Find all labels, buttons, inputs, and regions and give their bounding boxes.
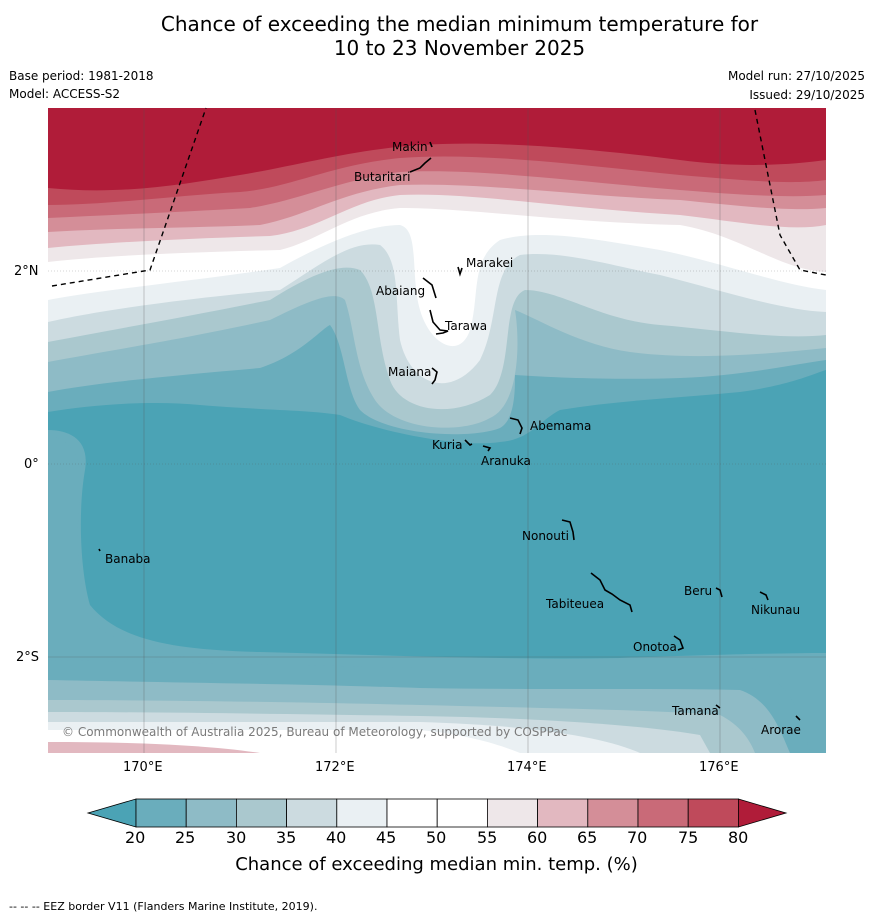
label-tarawa: Tarawa	[444, 319, 487, 333]
island-banaba	[98, 548, 101, 552]
colorbar-extend-low	[86, 798, 137, 828]
lat-label-2n: 2°N	[14, 264, 39, 279]
lat-label-2s: 2°S	[16, 650, 40, 665]
colorbar-tick: 55	[477, 828, 498, 847]
colorbar-tick: 40	[326, 828, 347, 847]
label-tamana: Tamana	[671, 704, 719, 718]
colorbar-tick: 25	[175, 828, 196, 847]
colorbar-tick: 20	[125, 828, 146, 847]
label-onotoa: Onotoa	[633, 640, 677, 654]
colorbar-bin-35-40	[286, 798, 338, 828]
colorbar-tick: 30	[226, 828, 247, 847]
lon-label-176e: 176°E	[699, 760, 739, 775]
colorbar-bin-25-30	[185, 798, 237, 828]
island-labels: Makin Butaritari Marakei Abaiang Tarawa …	[105, 140, 801, 737]
colorbar-tick: 75	[678, 828, 699, 847]
label-kuria: Kuria	[432, 438, 463, 452]
island-tarawa	[429, 309, 449, 335]
label-nonouti: Nonouti	[522, 529, 569, 543]
colorbar-bin-45-50	[386, 798, 438, 828]
label-arorae: Arorae	[761, 723, 801, 737]
island-tabiteuea	[590, 572, 633, 613]
lon-label-170e: 170°E	[123, 760, 163, 775]
label-nikunau: Nikunau	[751, 603, 800, 617]
label-tabiteuea: Tabiteuea	[545, 597, 604, 611]
label-marakei: Marakei	[466, 256, 513, 270]
band-25-west	[48, 435, 200, 665]
colorbar-bin-40-45	[336, 798, 388, 828]
model-name: Model: ACCESS-S2	[9, 87, 121, 101]
contour-field	[48, 108, 826, 753]
island-abemama	[509, 417, 523, 435]
copyright-notice: © Commonwealth of Australia 2025, Bureau…	[62, 725, 567, 739]
graticule	[48, 108, 826, 753]
issued-date: Issued: 29/10/2025	[749, 88, 865, 102]
colorbar-bin-50-55	[436, 798, 488, 828]
lat-label-equator: 0°	[24, 457, 39, 472]
colorbar-bin-20-25	[135, 798, 187, 828]
label-banaba: Banaba	[105, 552, 151, 566]
label-butaritari: Butaritari	[354, 170, 411, 184]
island-marakei	[457, 266, 463, 277]
colorbar-bin-75-80	[687, 798, 739, 828]
island-shapes	[98, 141, 801, 721]
chart-title: Chance of exceeding the median minimum t…	[0, 12, 873, 60]
band-60-south	[48, 742, 260, 753]
island-abaiang	[422, 277, 437, 299]
eez-border-east	[754, 109, 827, 276]
lon-label-172e: 172°E	[315, 760, 355, 775]
island-butaritari	[409, 157, 432, 173]
eez-legend-note: -- -- -- EEZ border V11 (Flanders Marine…	[9, 900, 318, 913]
colorbar-bin-70-75	[637, 798, 689, 828]
lon-label-174e: 174°E	[507, 760, 547, 775]
title-line-1: Chance of exceeding the median minimum t…	[160, 12, 759, 36]
colorbar-title: Chance of exceeding median min. temp. (%…	[235, 854, 638, 875]
colorbar-bin-60-65	[537, 798, 589, 828]
island-aranuka	[482, 445, 492, 452]
colorbar-extend-high	[738, 798, 788, 828]
colorbar	[86, 798, 788, 828]
colorbar-tick: 45	[376, 828, 397, 847]
colorbar-tick: 65	[577, 828, 598, 847]
island-maiana	[431, 367, 438, 385]
model-run: Model run: 27/10/2025	[727, 69, 865, 83]
label-maiana: Maiana	[388, 365, 431, 379]
colorbar-tick: 35	[276, 828, 297, 847]
colorbar-bin-65-70	[587, 798, 639, 828]
label-abemama: Abemama	[530, 419, 591, 433]
island-onotoa	[673, 635, 685, 651]
colorbar-tick: 70	[627, 828, 648, 847]
colorbar-tick: 80	[728, 828, 749, 847]
label-abaiang: Abaiang	[376, 284, 425, 298]
label-beru: Beru	[684, 584, 712, 598]
base-period: Base period: 1981-2018	[9, 69, 154, 83]
island-arorae	[795, 715, 801, 721]
title-line-2: 10 to 23 November 2025	[333, 36, 586, 60]
colorbar-tick: 50	[426, 828, 447, 847]
band-20	[48, 370, 826, 659]
island-nonouti	[561, 519, 575, 541]
island-beru	[715, 587, 723, 598]
island-nikunau	[759, 591, 769, 601]
colorbar-bin-55-60	[486, 798, 538, 828]
eez-border-west	[51, 107, 207, 287]
label-makin: Makin	[392, 140, 428, 154]
island-kuria	[464, 439, 473, 446]
colorbar-tick: 60	[527, 828, 548, 847]
eez-border	[51, 107, 827, 287]
island-makin	[429, 141, 433, 148]
island-tamana	[715, 704, 721, 709]
colorbar-bin-30-35	[235, 798, 287, 828]
label-aranuka: Aranuka	[481, 454, 531, 468]
